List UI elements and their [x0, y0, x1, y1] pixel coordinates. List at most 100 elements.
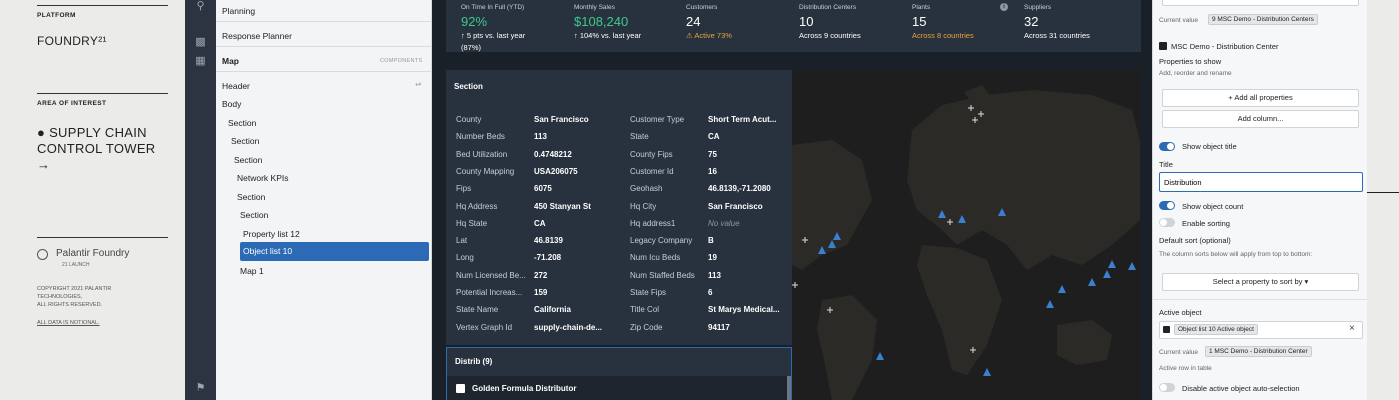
object-set-input[interactable] — [1162, 0, 1359, 6]
tree-item-section[interactable]: Section — [231, 136, 260, 146]
kpi-sub: ⚠ Active 73% — [686, 31, 732, 40]
logo-text: Palantir Foundry — [56, 248, 130, 259]
nav-map[interactable]: Map — [222, 56, 239, 66]
kpi-otif: On Time In Full (YTD) 92% ↑ 5 pts vs. la… — [461, 0, 525, 52]
widget-config-panel: Current value 9 MSC Demo - Distribution … — [1152, 0, 1368, 400]
kpi-label: Customers — [686, 4, 718, 11]
kpi-suppliers: Suppliers 32 Across 31 countries — [1024, 0, 1090, 52]
property-key: Bed Utilization — [456, 149, 508, 159]
show-count-toggle[interactable] — [1159, 201, 1175, 210]
divider — [216, 21, 432, 22]
property-value: 94117 — [708, 322, 730, 332]
kpi-label: Plants — [912, 4, 931, 11]
property-key: County Fips — [630, 149, 673, 159]
add-column-button[interactable]: Add column... — [1162, 110, 1359, 128]
copyright-line: TECHNOLOGIES, — [37, 294, 83, 300]
property-key: Lat — [456, 236, 468, 246]
tree-item-section[interactable]: Section — [237, 192, 266, 202]
tree-item-property-list[interactable]: Property list 12 — [243, 229, 300, 239]
tree-item-header[interactable]: Header — [222, 81, 250, 91]
property-key: Long — [456, 253, 474, 263]
tree-item-section[interactable]: Section — [240, 210, 269, 220]
property-key: Customer Type — [630, 115, 685, 124]
property-key: Fips — [456, 184, 472, 194]
property-list-panel: Section County San Francisco Number Beds 11… — [446, 70, 792, 345]
kpi-sub: (87%) — [461, 43, 482, 52]
property-key: County Mapping — [456, 166, 515, 176]
properties-help: Add, reorder and rename — [1159, 70, 1232, 77]
tree-item-section[interactable]: Section — [234, 155, 263, 165]
current-value-chip: 9 MSC Demo - Distribution Centers — [1208, 14, 1318, 25]
notional-label: ALL DATA IS NOTIONAL. — [37, 320, 100, 326]
property-key: Num Licensed Be... — [456, 270, 526, 280]
property-value: San Francisco — [534, 115, 589, 124]
collapse-icon[interactable]: ↫ — [415, 80, 422, 89]
plant-markers — [818, 208, 1136, 376]
nav-planning[interactable]: Planning — [222, 6, 256, 16]
info-icon[interactable]: i — [1000, 3, 1008, 11]
customer-markers — [792, 105, 984, 353]
property-key: State — [630, 132, 649, 142]
clear-icon[interactable]: × — [1349, 323, 1355, 334]
title-label: Title — [1159, 160, 1173, 169]
property-key: State Fips — [630, 288, 667, 297]
section-title: Section — [454, 82, 483, 91]
disable-auto-select-toggle[interactable] — [1159, 383, 1175, 392]
kpi-value: 10 — [799, 14, 814, 29]
notifications-icon[interactable]: ⚑ — [195, 382, 206, 394]
property-value: No value — [708, 218, 740, 228]
select-sort-dropdown[interactable]: Select a property to sort by ▾ — [1162, 273, 1359, 291]
properties-heading: Properties to show — [1159, 57, 1222, 66]
property-value: 75 — [708, 149, 717, 159]
property-key: Legacy Company — [630, 236, 693, 246]
kpi-label: Suppliers — [1024, 4, 1052, 11]
area-label: AREA OF INTEREST — [37, 100, 107, 107]
object-type-label: MSC Demo - Distribution Center — [1171, 42, 1279, 51]
property-key: Title Col — [630, 305, 660, 315]
add-all-properties-button[interactable]: + Add all properties — [1162, 89, 1359, 107]
kpi-value: 24 — [686, 14, 701, 29]
property-value: 272 — [534, 270, 548, 280]
property-value: supply-chain-de... — [534, 322, 603, 332]
title-input[interactable] — [1159, 172, 1363, 192]
property-value: California — [534, 305, 571, 315]
layers-icon[interactable]: ▩ — [195, 36, 206, 48]
nav-response-planner[interactable]: Response Planner — [222, 31, 292, 41]
show-title-label: Show object title — [1182, 142, 1237, 151]
copyright-line: ALL RIGHTS RESERVED. — [37, 302, 103, 308]
page-margin — [1367, 0, 1399, 400]
components-label[interactable]: COMPONENTS — [380, 58, 423, 64]
list-item-title: Golden Formula Distributor — [472, 384, 577, 393]
icon-rail: ⚲ ▩ ▦ ⚑ — [185, 0, 216, 400]
building-icon — [456, 384, 465, 393]
widgets-icon[interactable]: ▦ — [195, 55, 206, 67]
object-list-panel: Distrib (9) Golden Formula Distributor — [446, 347, 792, 400]
property-value: San Francisco — [708, 201, 763, 211]
property-key: Geohash — [630, 184, 663, 194]
scrollbar[interactable] — [787, 376, 791, 400]
kpi-sales: Monthly Sales $108,240 ↑ 104% vs. last y… — [574, 0, 641, 52]
tree-item-object-list[interactable]: Object list 10 — [240, 242, 429, 261]
tree-item-body[interactable]: Body — [222, 99, 242, 109]
property-value: 46.8139,-71.2080 — [708, 184, 771, 194]
map-canvas — [792, 85, 1140, 400]
property-key: Vertex Graph Id — [456, 322, 513, 332]
world-map[interactable] — [792, 70, 1140, 400]
property-key: Customer Id — [630, 166, 674, 176]
default-sort-label: Default sort (optional) — [1159, 236, 1231, 245]
tree-item-section[interactable]: Section — [228, 118, 257, 128]
list-item[interactable]: Golden Formula Distributor — [447, 376, 787, 400]
property-value: 6 — [708, 288, 713, 297]
kpi-plants: Plants 15 Across 8 countries — [912, 0, 974, 52]
enable-sorting-toggle[interactable] — [1159, 218, 1175, 227]
property-key: Hq Address — [456, 201, 498, 211]
property-value: St Marys Medical... — [708, 305, 780, 315]
arrow-icon[interactable]: → — [37, 157, 51, 172]
app-canvas: On Time In Full (YTD) 92% ↑ 5 pts vs. la… — [432, 0, 1152, 400]
show-title-toggle[interactable] — [1159, 142, 1175, 151]
copyright-line: COPYRIGHT 2021 PALANTIR — [37, 286, 112, 292]
tree-item-map[interactable]: Map 1 — [240, 266, 264, 276]
search-icon[interactable]: ⚲ — [196, 0, 205, 12]
tree-item-network-kpis[interactable]: Network KPIs — [237, 173, 289, 183]
divider — [1367, 192, 1399, 193]
